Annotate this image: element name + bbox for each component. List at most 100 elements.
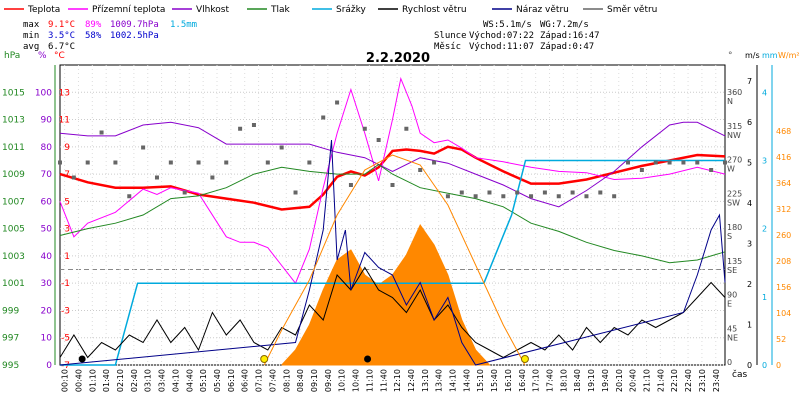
wm2-tick-7: 364: [776, 179, 791, 188]
sunrise-marker: [260, 355, 269, 363]
x-tick-label-6: 03:10: [144, 369, 153, 392]
stat-moon-rise: Východ:11:07: [469, 42, 534, 52]
wind-tick-2: 2: [747, 280, 752, 289]
wind-tick-4: 4: [747, 199, 752, 208]
dir-point-31: [487, 190, 492, 195]
wm2-tick-1: 52: [776, 335, 786, 344]
dir-point-2: [85, 160, 90, 165]
x-tick-label-12: 06:10: [227, 369, 236, 392]
x-tick-label-46: 23:10: [698, 369, 707, 392]
x-tick-label-47: 23:40: [712, 369, 721, 392]
x-tick-label-5: 02:40: [130, 369, 139, 392]
pct-tick-2: 20: [41, 306, 53, 316]
stat-min-hum: 58%: [85, 31, 102, 41]
x-tick-label-10: 05:10: [199, 369, 208, 392]
pct-tick-0: 0: [46, 361, 52, 371]
dir-point-13: [238, 126, 243, 131]
dir-point-11: [210, 175, 215, 180]
stat-min-label: min: [23, 31, 39, 41]
wm2-tick-4: 208: [776, 257, 791, 266]
series-line-1: [59, 76, 726, 285]
dir-point-26: [418, 168, 423, 172]
dir-point-46: [695, 160, 700, 165]
temp-unit: °C: [54, 51, 65, 61]
temp-tick-3: -1: [61, 279, 70, 289]
stat-min-temp: 3.5°C: [48, 31, 75, 41]
legend-label-1: Přízemní teplota: [92, 5, 165, 15]
temp-tick-5: 3: [64, 225, 70, 235]
x-tick-label-28: 14:10: [449, 369, 458, 392]
x-tick-label-25: 12:40: [407, 369, 416, 392]
dir-point-3: [99, 130, 104, 135]
dir-point-17: [293, 190, 298, 195]
dir-point-14: [251, 123, 256, 127]
temp-tick-2: -3: [61, 306, 70, 316]
x-tick-label-31: 15:40: [490, 369, 499, 392]
moonrise-marker: [364, 355, 372, 363]
mm-unit: mm: [762, 51, 778, 60]
x-tick-label-1: 00:40: [74, 369, 83, 392]
x-tick-label-2: 01:10: [88, 369, 97, 392]
hpa-tick-8: 1011: [2, 143, 25, 153]
x-tick-label-30: 15:10: [476, 369, 485, 392]
x-tick-label-26: 13:10: [421, 369, 430, 392]
series-line-4: [60, 159, 725, 366]
dir-tick-3: 225: [727, 189, 742, 198]
dir-label-2: W: [727, 165, 735, 174]
series-line-6: [59, 139, 726, 366]
dir-point-24: [390, 183, 395, 187]
x-tick-label-27: 13:40: [435, 369, 444, 392]
temp-tick-8: 9: [64, 143, 70, 153]
hpa-tick-3: 1001: [2, 279, 25, 289]
dir-point-19: [321, 115, 326, 120]
dir-point-37: [570, 190, 575, 195]
dir-point-27: [432, 160, 437, 165]
dir-tick-5: 135: [727, 257, 742, 266]
dir-point-9: [182, 190, 187, 195]
wm2-tick-2: 104: [776, 309, 791, 318]
dir-label-3: SW: [727, 198, 740, 207]
x-tick-label-0: 00:10: [61, 369, 70, 392]
legend-label-4: Srážky: [336, 5, 367, 15]
dir-point-7: [154, 175, 159, 180]
x-axis-unit: čas: [732, 369, 747, 380]
x-tick-label-16: 08:10: [282, 369, 291, 392]
dir-point-23: [376, 138, 381, 142]
x-tick-label-24: 12:10: [393, 369, 402, 392]
x-tick-label-19: 09:40: [324, 369, 333, 392]
x-tick-label-45: 22:40: [684, 369, 693, 392]
pct-tick-5: 50: [41, 225, 53, 235]
stat-sun-label: Slunce: [434, 31, 467, 41]
dir-point-45: [681, 160, 686, 165]
series-line-2: [59, 121, 726, 208]
pct-tick-1: 10: [41, 334, 53, 344]
x-tick-label-44: 22:10: [670, 369, 679, 392]
x-tick-label-21: 10:40: [352, 369, 361, 392]
dir-tick-7: 45: [727, 324, 737, 333]
dir-point-43: [653, 160, 658, 165]
stat-avg-temp: 6.7°C: [48, 42, 75, 52]
dir-point-22: [362, 126, 367, 131]
legend-label-2: Vlhkost: [196, 5, 229, 15]
x-tick-label-18: 09:10: [310, 369, 319, 392]
dir-point-16: [279, 145, 284, 150]
x-tick-label-33: 16:40: [518, 369, 527, 392]
x-tick-label-4: 02:10: [116, 369, 125, 392]
wind-tick-0: 0: [747, 361, 752, 370]
dir-point-10: [196, 160, 201, 165]
wind-tick-1: 1: [747, 320, 752, 329]
wind-tick-6: 6: [747, 118, 752, 127]
wind-tick-5: 5: [747, 158, 752, 167]
pct-tick-3: 30: [41, 279, 53, 289]
series-solar-area: [281, 223, 491, 366]
x-tick-label-20: 10:10: [338, 369, 347, 392]
dir-point-6: [141, 145, 146, 150]
dir-label-1: NW: [727, 131, 741, 140]
sunset-marker: [520, 355, 529, 363]
dir-tick-6: 90: [727, 291, 737, 300]
axes: 00:10 00:40 01:10 01:40 02:10 02:40 03:10 03:40…: [2, 51, 800, 392]
hpa-tick-5: 1005: [2, 225, 25, 235]
dir-label-4: S: [727, 232, 732, 241]
dir-point-1: [71, 175, 76, 180]
